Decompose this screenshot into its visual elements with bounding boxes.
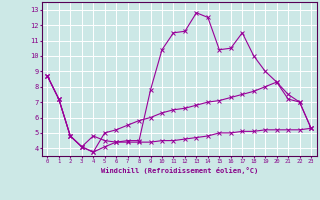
X-axis label: Windchill (Refroidissement éolien,°C): Windchill (Refroidissement éolien,°C): [100, 167, 258, 174]
